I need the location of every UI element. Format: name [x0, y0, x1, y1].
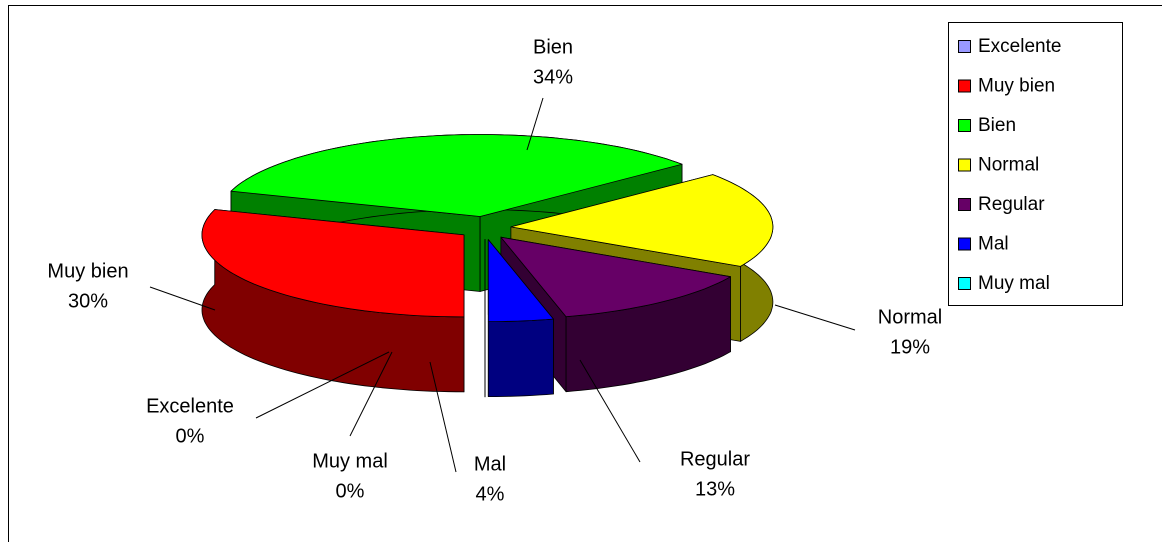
pie [201, 134, 774, 398]
legend-label: Regular [978, 194, 1045, 215]
legend-label: Excelente [978, 36, 1061, 57]
category-label: Bien [533, 36, 573, 58]
category-label: Muy mal [312, 450, 388, 472]
leader-line [429, 361, 457, 473]
legend-swatch [958, 158, 971, 172]
value-label: 4% [476, 483, 505, 505]
value-label: 19% [890, 336, 930, 358]
slice-top [201, 209, 465, 318]
slice-wall [487, 318, 554, 398]
legend-label: Bien [978, 115, 1016, 136]
legend-label: Muy mal [978, 273, 1050, 294]
slice-top [230, 134, 683, 217]
legend-box [948, 22, 1123, 306]
leader-line [255, 351, 390, 419]
slice-top [510, 174, 774, 267]
legend-label: Mal [978, 234, 1009, 255]
legend-swatch [958, 79, 971, 93]
data-labels: Excelente 0% Muy bien 30% Bien 34% Normal 19% Re… [47, 36, 942, 505]
legend-swatch [958, 277, 971, 290]
legend-swatch [958, 198, 971, 211]
slice-top [487, 239, 554, 323]
value-label: 0% [336, 480, 365, 502]
leader-line [149, 286, 216, 311]
category-label: Regular [680, 448, 750, 470]
category-label: Mal [474, 453, 506, 475]
leader-line [526, 97, 544, 151]
legend-label: Normal [978, 155, 1039, 176]
category-label: Excelente [146, 395, 234, 417]
legend-label: Muy bien [978, 76, 1055, 97]
pie-slice [500, 236, 731, 393]
legend: Excelente Muy bien Bien Normal Regular Mal Muy… [948, 22, 1123, 306]
value-label: 0% [176, 425, 205, 447]
pie-slice [487, 239, 554, 398]
slice-top [500, 236, 731, 318]
legend-swatch [958, 119, 971, 132]
leader-line [579, 359, 641, 463]
value-label: 13% [695, 478, 735, 500]
category-label: Normal [878, 306, 942, 328]
value-label: 30% [68, 290, 108, 312]
legend-swatch [958, 40, 971, 53]
leader-line [349, 351, 393, 437]
pie-slice [201, 209, 465, 393]
value-label: 34% [533, 66, 573, 88]
legend-swatch [958, 237, 971, 251]
leader-line [774, 304, 856, 331]
category-label: Muy bien [47, 260, 128, 282]
